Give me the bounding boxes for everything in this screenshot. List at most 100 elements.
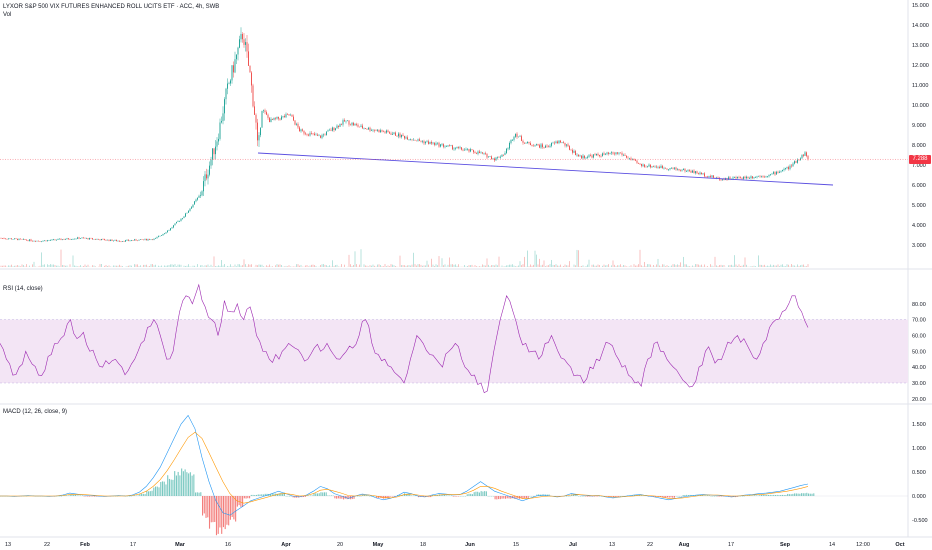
macd-pane[interactable]: -0.500 0.000 0.500 1.000 1.500 [0, 414, 928, 536]
volume-bar [299, 265, 300, 267]
candle-body [324, 134, 326, 136]
volume-bar [371, 265, 372, 267]
volume-bar [434, 265, 435, 267]
candle-body [279, 118, 281, 120]
macd-histogram-bar [336, 496, 338, 499]
candle-body [162, 233, 164, 236]
rsi-tick-label: 30.00 [912, 381, 926, 387]
volume-bar [171, 264, 173, 267]
volume-bar [137, 264, 138, 267]
volume-bar [612, 260, 614, 267]
macd-histogram-bar [245, 496, 247, 499]
time-axis[interactable]: 13 22 Feb 17 Mar 16 Apr 20 May 18 Jun 15 Jul 13 22 Aug 1… [5, 542, 905, 548]
rsi-band [0, 319, 908, 383]
volume-bar [455, 264, 456, 267]
candle-body [582, 155, 584, 159]
candle-body [206, 174, 207, 179]
volume-bar [582, 265, 584, 267]
volume-bar [359, 264, 360, 267]
candle-body [792, 163, 794, 167]
price-tick-label: 9.000 [912, 123, 926, 129]
volume-bar [456, 265, 458, 267]
volume-bar [119, 264, 120, 267]
volume-bar [638, 264, 639, 267]
price-pane[interactable]: 3.000 4.000 5.000 6.000 7.000 8.000 9.000 10.00… [0, 3, 929, 267]
macd-histogram-bar [794, 493, 796, 496]
volume-legend[interactable]: Vol [3, 12, 12, 18]
macd-histogram-bar [376, 496, 378, 498]
rsi-legend[interactable]: RSI (14, close) [3, 286, 43, 292]
volume-bar [243, 259, 245, 267]
candle-body [296, 123, 297, 125]
volume-bar [0, 265, 2, 267]
candle-body [584, 155, 585, 158]
candle-body [491, 156, 492, 160]
macd-histogram-bar [262, 494, 265, 496]
candle-body [569, 146, 570, 150]
candle-body [377, 129, 378, 131]
candle-body [201, 191, 203, 196]
macd-histogram-bar [525, 496, 527, 499]
candle-body [462, 149, 464, 151]
candle-body [21, 239, 23, 240]
volume-bar [62, 265, 63, 267]
volume-bar [728, 265, 729, 267]
volume-bar [230, 264, 231, 267]
candle-body [662, 165, 663, 169]
volume-bar [524, 256, 525, 267]
candle-body [762, 175, 764, 177]
volume-bar [594, 265, 596, 267]
candle-body [575, 151, 576, 156]
candle-body [338, 125, 339, 127]
volume-bar [764, 264, 765, 267]
macd-legend[interactable]: MACD (12, 26, close, 9) [3, 409, 68, 415]
candle-body [389, 132, 390, 134]
candle-body [480, 152, 482, 154]
candle-body [369, 127, 371, 131]
candle-body [785, 168, 786, 169]
candle-body [464, 149, 465, 151]
volume-bar [639, 249, 641, 267]
candle-body [446, 146, 447, 147]
volume-bar [596, 265, 597, 267]
candle-body [317, 134, 318, 136]
volume-bar [74, 265, 75, 267]
candle-body [134, 239, 135, 241]
volume-bar [552, 264, 554, 267]
macd-histogram-bar [313, 493, 315, 496]
volume-bar [509, 264, 510, 267]
volume-bar [365, 265, 366, 267]
macd-histogram-bar [787, 493, 789, 496]
volume-bar [131, 265, 132, 267]
symbol-title[interactable]: LYXOR S&P 500 VIX FUTURES ENHANCED ROLL … [3, 4, 220, 10]
candle-body [704, 173, 705, 177]
volume-bar [686, 264, 687, 267]
volume-bar [410, 265, 411, 267]
volume-bar [258, 264, 260, 267]
volume-bar [425, 265, 426, 267]
volume-bar [611, 265, 612, 267]
volume-bar [680, 262, 681, 267]
volume-bar [624, 265, 626, 267]
volume-bar [518, 265, 519, 267]
macd-histogram-bar [682, 495, 684, 496]
macd-histogram-bar [76, 495, 78, 496]
volume-bar [432, 264, 434, 267]
candle-body [384, 131, 386, 133]
candle-body [32, 240, 33, 242]
volume-bar [9, 265, 11, 267]
macd-histogram-bar [454, 496, 456, 497]
candle-body [18, 238, 20, 240]
volume-bar [476, 266, 477, 267]
candle-body [287, 114, 288, 115]
candle-body [797, 159, 798, 163]
volume-bar [566, 265, 567, 267]
candle-body [219, 122, 221, 139]
rsi-pane[interactable]: 20.00 30.00 40.00 50.00 60.00 70.00 80.00 [0, 283, 926, 403]
candle-body [228, 83, 230, 85]
volume-bar [296, 264, 297, 267]
candle-body [99, 239, 101, 241]
volume-bar [797, 264, 798, 267]
candle-body [140, 239, 141, 240]
